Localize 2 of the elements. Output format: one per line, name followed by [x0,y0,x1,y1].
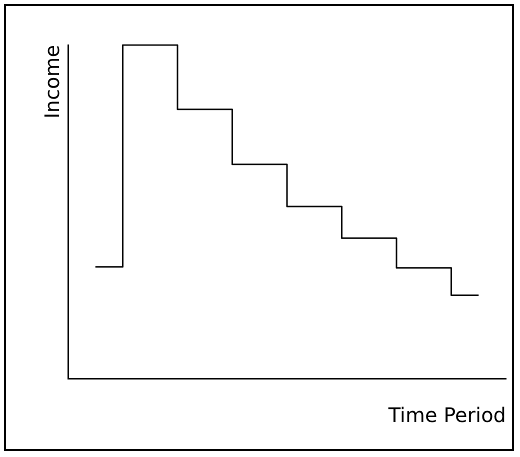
x-axis-title: Time Period [387,403,506,428]
y-axis-title: Income [40,45,64,119]
